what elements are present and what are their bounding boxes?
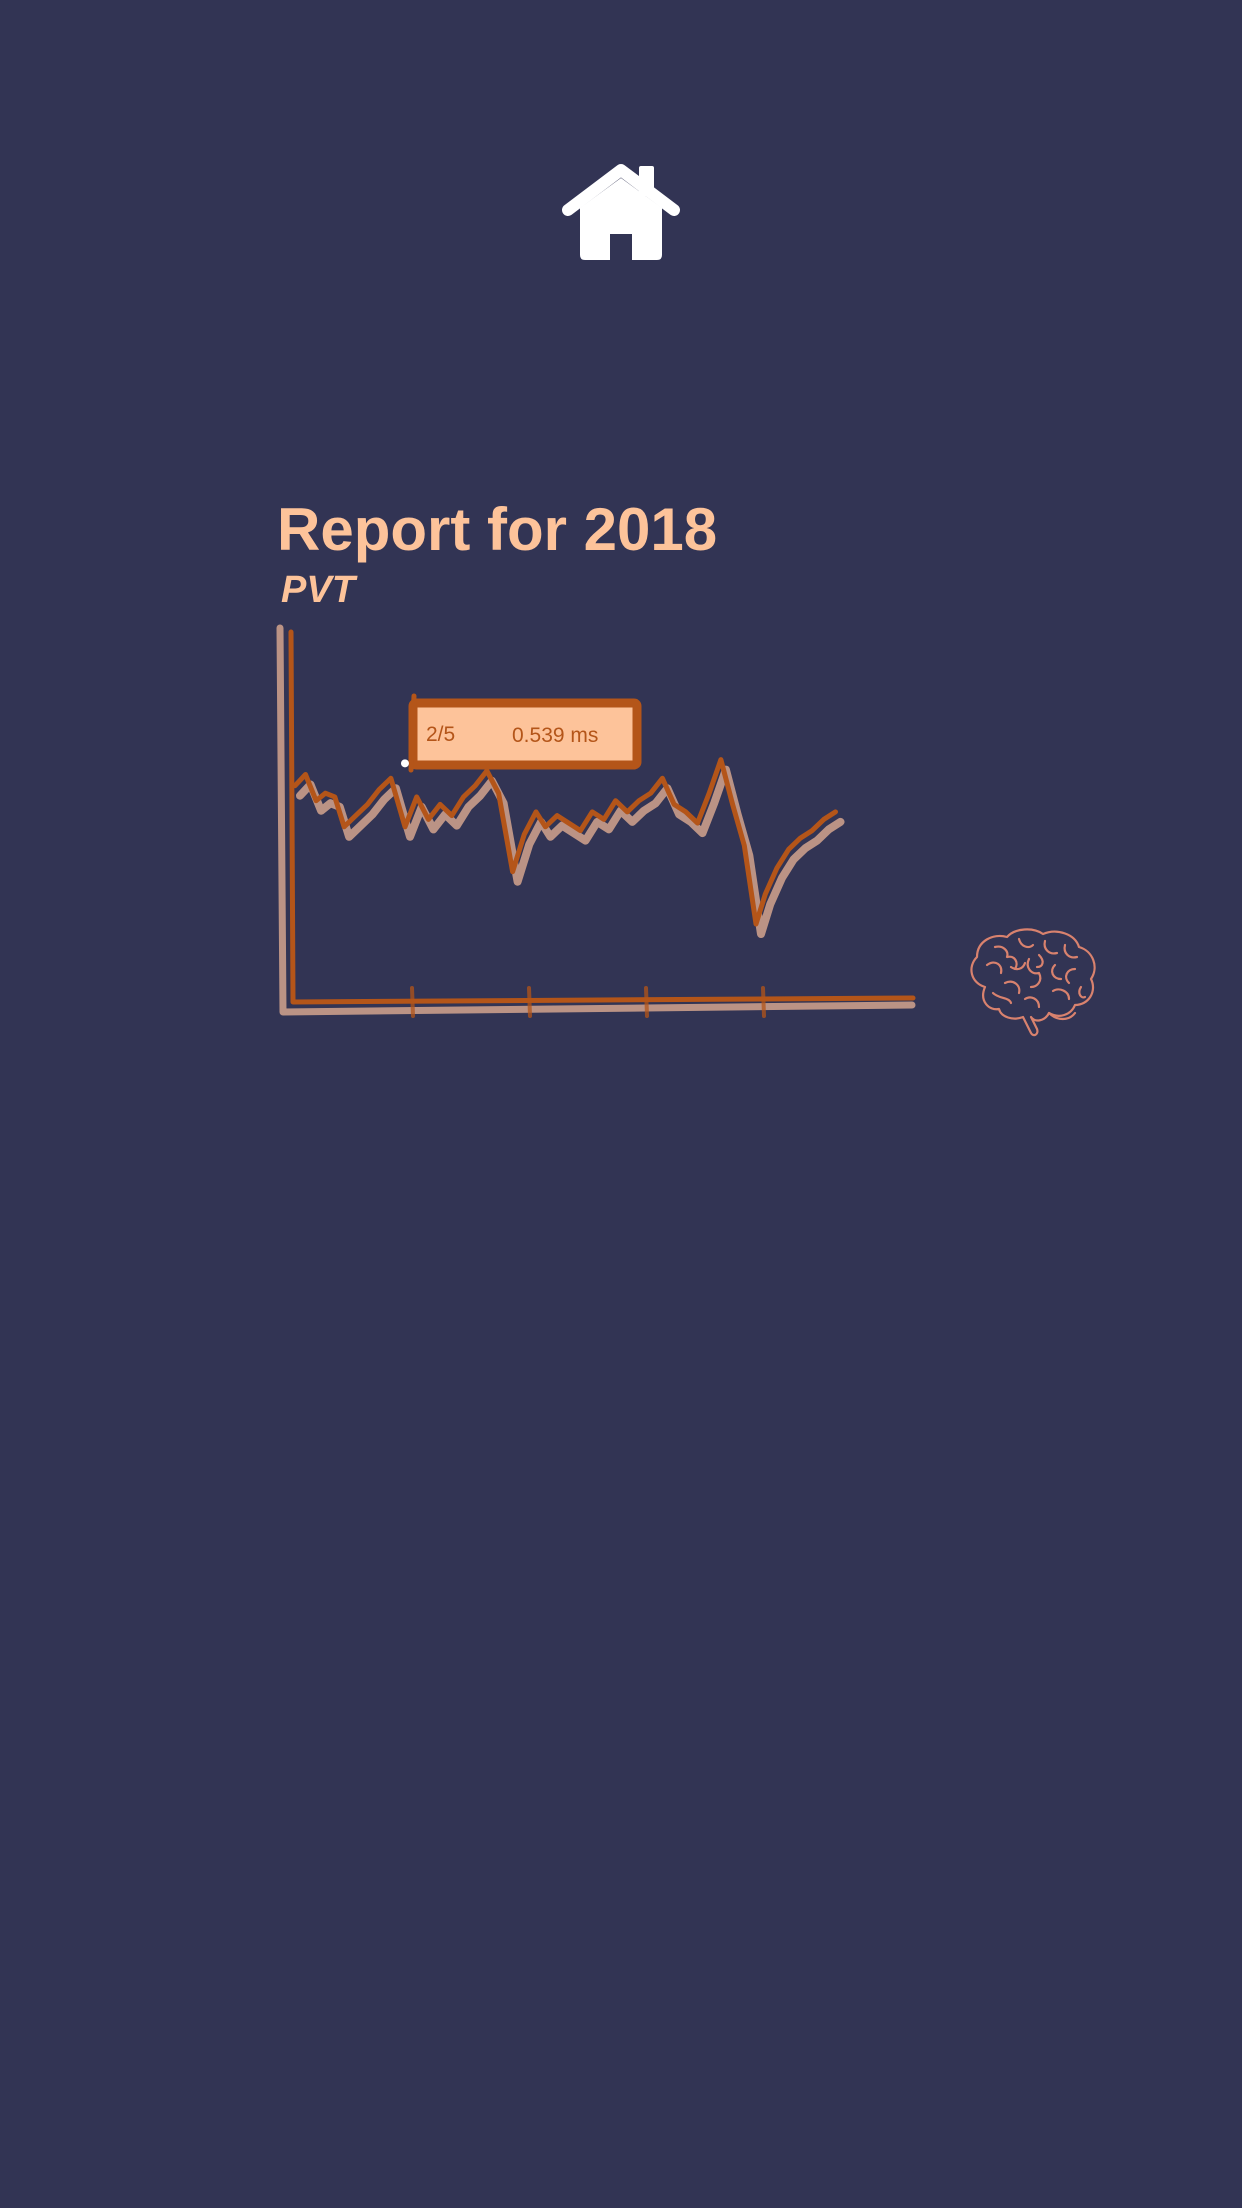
home-button[interactable] (560, 160, 682, 264)
report-title: Report for 2018 (277, 496, 718, 563)
series-line-0 (292, 757, 838, 927)
line-chart: 2/5 0.539 ms (276, 624, 916, 1018)
x-tick-2 (527, 986, 532, 1018)
x-tick-3 (644, 986, 649, 1018)
axis-line (288, 629, 916, 1005)
x-tick-1 (410, 986, 415, 1018)
series-line-shadow-0 (296, 765, 845, 938)
axis-shadow (276, 624, 916, 1016)
tooltip-box-edge (408, 693, 417, 773)
tooltip-point (400, 759, 409, 768)
report-subtitle: PVT (281, 569, 355, 611)
home-icon (562, 164, 680, 260)
tooltip-label: 2/5 (426, 723, 455, 746)
data-tooltip: 2/5 0.539 ms (400, 693, 642, 773)
tooltip-value: 0.539 ms (512, 724, 598, 747)
x-tick-4 (761, 986, 766, 1018)
brain-icon (965, 925, 1100, 1037)
